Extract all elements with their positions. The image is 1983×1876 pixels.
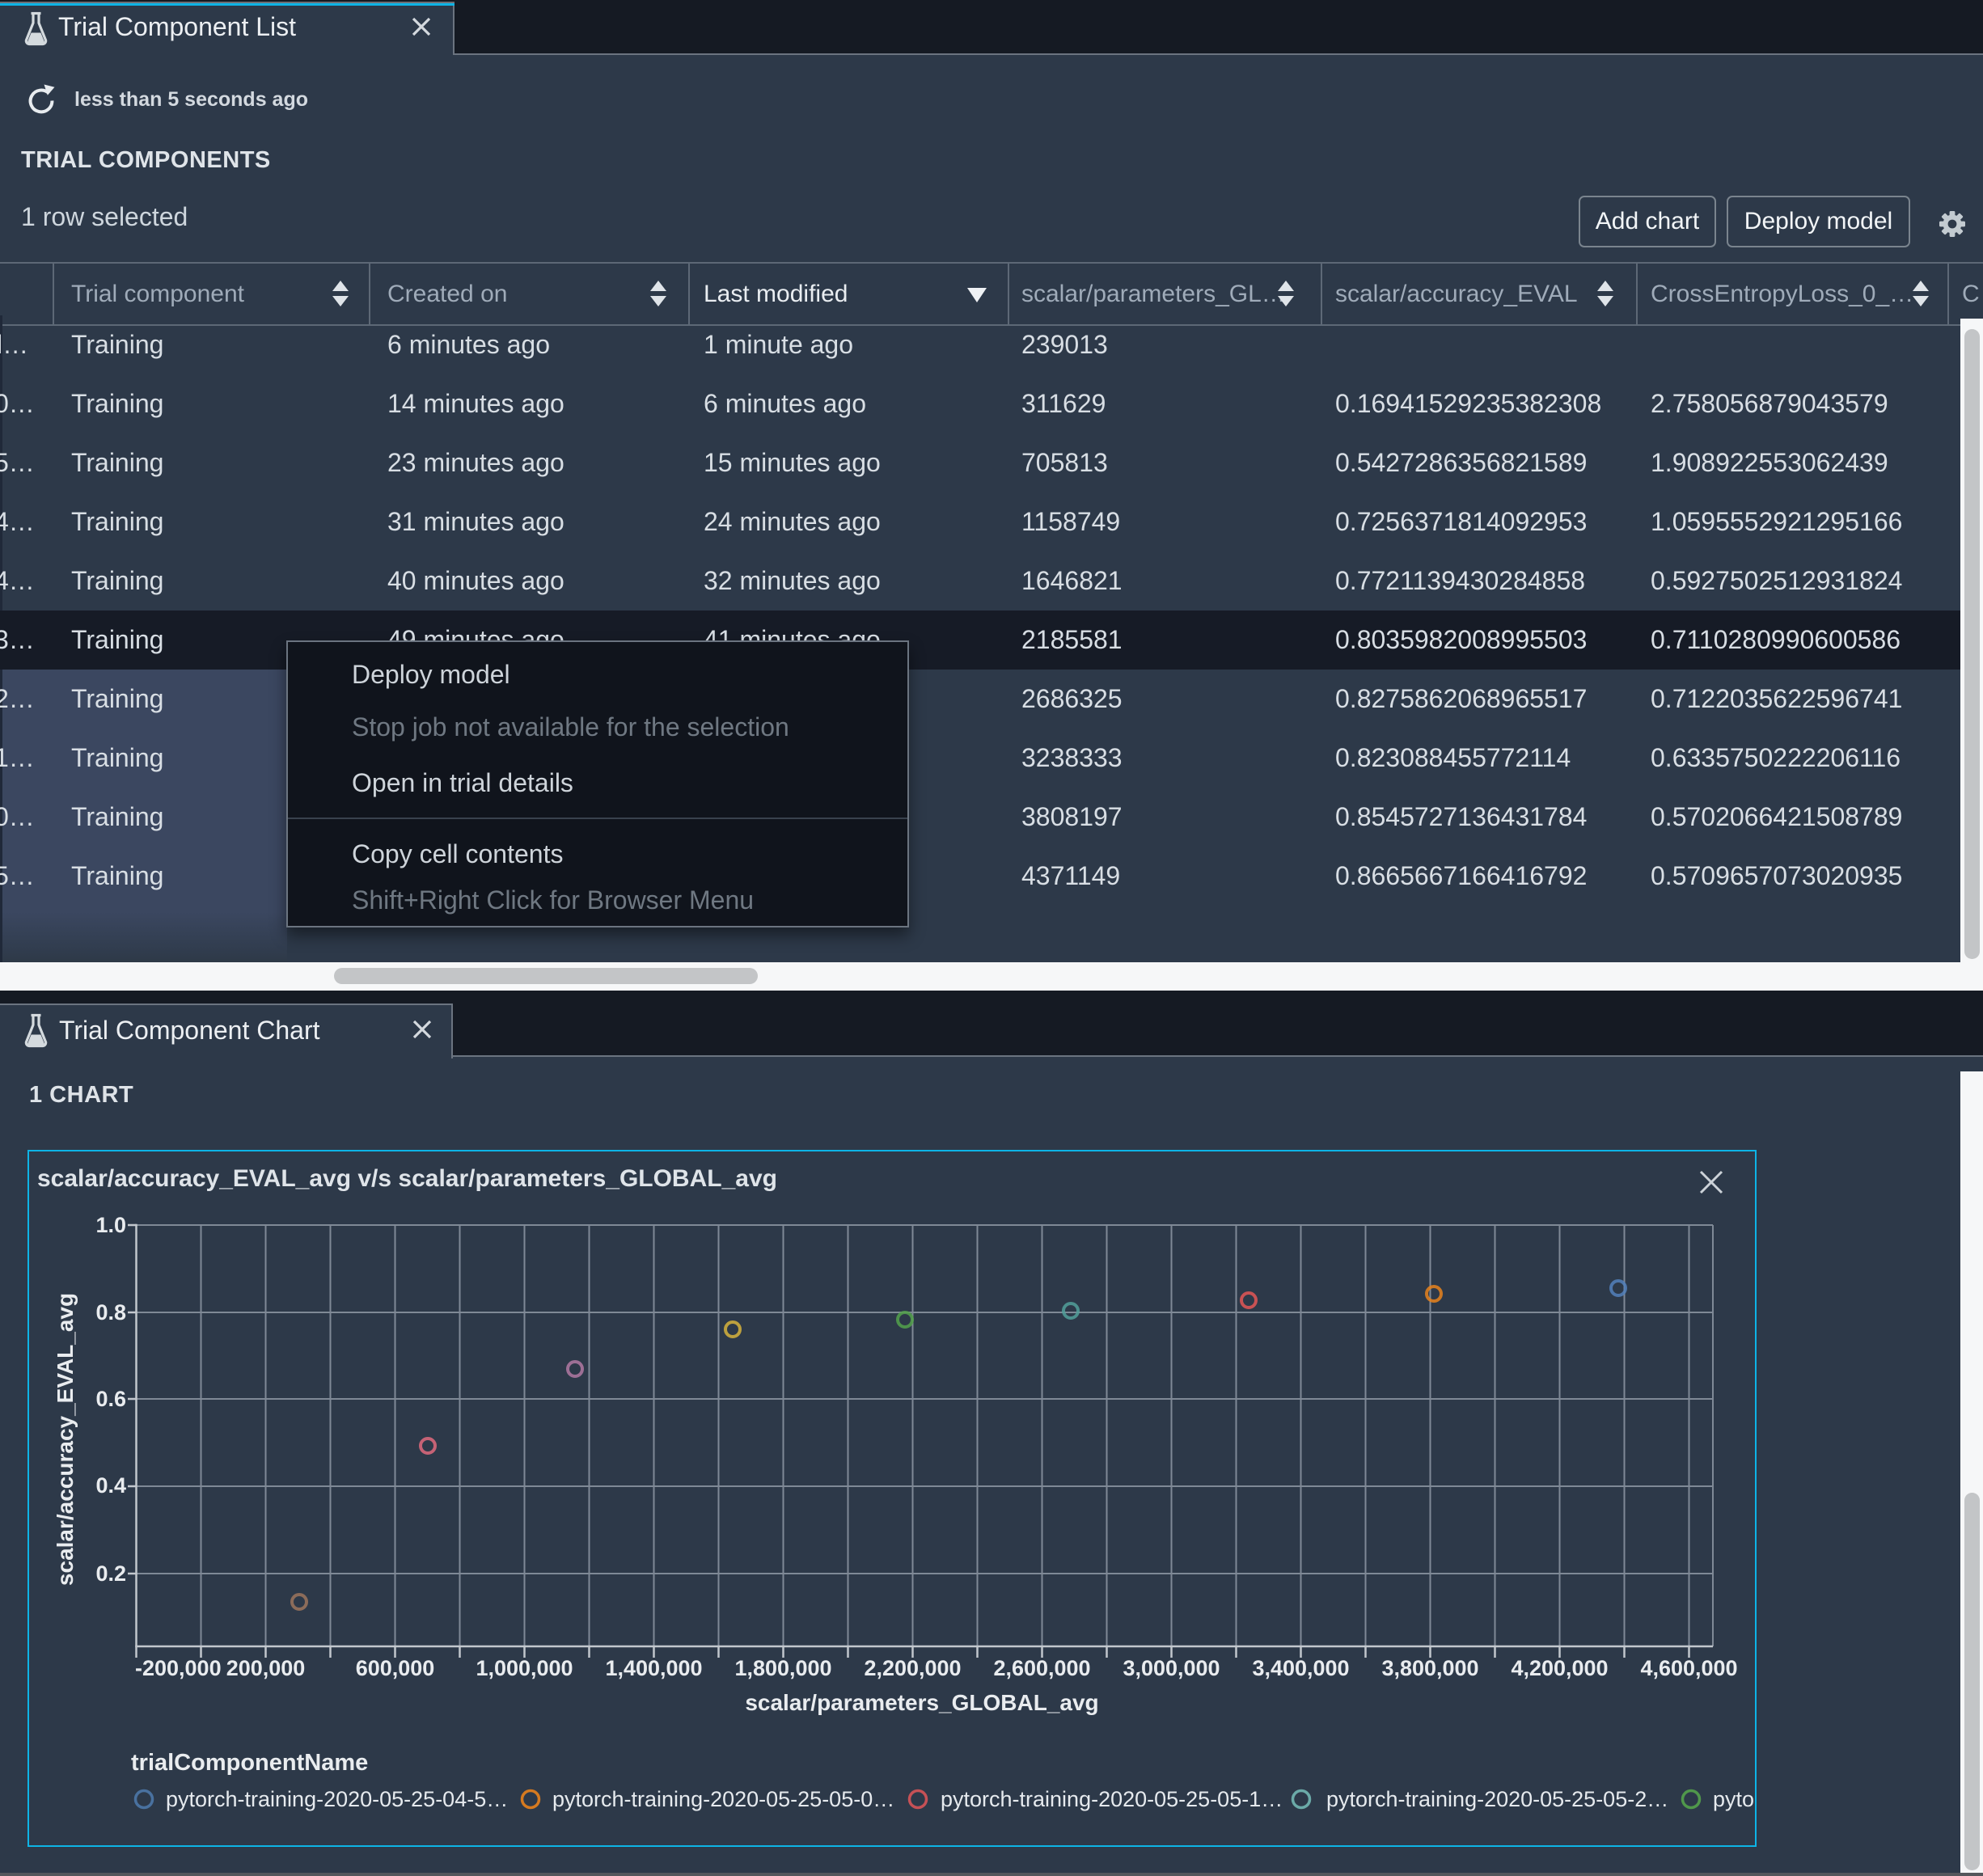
- svg-text:0.6: 0.6: [95, 1387, 126, 1411]
- svg-text:200,000: 200,000: [226, 1656, 306, 1680]
- svg-text:4,600,000: 4,600,000: [1640, 1656, 1737, 1680]
- svg-text:1,400,000: 1,400,000: [605, 1656, 702, 1680]
- svg-text:1.0: 1.0: [95, 1213, 126, 1237]
- svg-text:pytorch-training-2020-05-25-04: pytorch-training-2020-05-25-04-5…: [166, 1787, 508, 1811]
- svg-text:scalar/accuracy_EVAL_avg: scalar/accuracy_EVAL_avg: [53, 1293, 78, 1586]
- svg-text:0.8: 0.8: [95, 1300, 126, 1325]
- svg-text:0.2: 0.2: [95, 1561, 126, 1586]
- svg-text:pytorch-training-2020-05-25-05: pytorch-training-2020-05-25-05-2…: [1326, 1787, 1668, 1811]
- svg-text:3,800,000: 3,800,000: [1381, 1656, 1478, 1680]
- svg-text:2,200,000: 2,200,000: [864, 1656, 961, 1680]
- svg-text:4,200,000: 4,200,000: [1511, 1656, 1608, 1680]
- svg-text:3,400,000: 3,400,000: [1252, 1656, 1349, 1680]
- svg-text:0.4: 0.4: [95, 1473, 126, 1498]
- svg-text:pytorch-training-2020-05-25-05: pytorch-training-2020-05-25-05-1…: [941, 1787, 1283, 1811]
- svg-text:600,000: 600,000: [356, 1656, 435, 1680]
- svg-text:scalar/parameters_GLOBAL_avg: scalar/parameters_GLOBAL_avg: [745, 1690, 1098, 1715]
- svg-text:3,000,000: 3,000,000: [1123, 1656, 1220, 1680]
- svg-text:1,800,000: 1,800,000: [734, 1656, 831, 1680]
- svg-text:pytorch-training-2020-05-25-05: pytorch-training-2020-05-25-05-0…: [552, 1787, 894, 1811]
- svg-text:scalar/accuracy_EVAL_avg v/s s: scalar/accuracy_EVAL_avg v/s scalar/para…: [37, 1165, 777, 1192]
- svg-text:trialComponentName: trialComponentName: [131, 1750, 368, 1776]
- svg-text:1,000,000: 1,000,000: [476, 1656, 573, 1680]
- svg-text:pytor: pytor: [1713, 1787, 1755, 1811]
- svg-text:-200,000: -200,000: [135, 1656, 222, 1680]
- svg-text:2,600,000: 2,600,000: [993, 1656, 1090, 1680]
